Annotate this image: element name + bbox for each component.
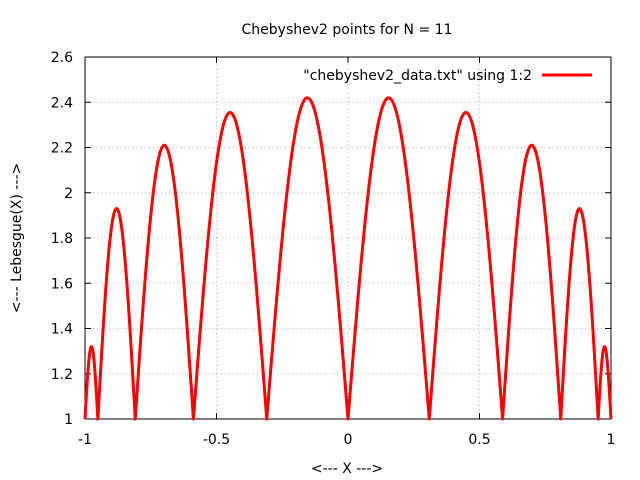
y-tick-label: 1.6 <box>51 276 73 292</box>
y-tick-label: 1.8 <box>51 231 73 247</box>
x-tick-label: 0.5 <box>468 432 490 448</box>
y-tick-label: 1 <box>64 412 73 428</box>
chart-title: Chebyshev2 points for N = 11 <box>242 22 453 38</box>
grid <box>85 57 611 419</box>
axis-ticks: 1 1.2 1.4 1.6 1.8 2 2.2 2.4 2.6 -1 -0.5 0 0.5 1 <box>51 50 616 448</box>
series-layer <box>83 96 613 421</box>
legend: "chebyshev2_data.txt" using 1:2 <box>303 68 592 84</box>
x-tick-label: -0.5 <box>203 432 230 448</box>
y-tick-label: 2 <box>64 186 73 202</box>
x-axis-label: <--- X ---> <box>311 461 383 477</box>
legend-label: "chebyshev2_data.txt" using 1:2 <box>303 68 532 84</box>
y-tick-label: 1.2 <box>51 367 73 383</box>
x-tick-label: -1 <box>78 432 92 448</box>
y-axis-label: <--- Lebesgue(X) ---> <box>9 163 25 314</box>
x-tick-label: 1 <box>607 432 616 448</box>
y-tick-label: 2.4 <box>51 95 73 111</box>
y-tick-label: 2.6 <box>51 50 73 66</box>
y-tick-label: 1.4 <box>51 322 73 338</box>
y-tick-label: 2.2 <box>51 141 73 157</box>
x-tick-label: 0 <box>344 432 353 448</box>
series-line <box>83 96 613 421</box>
